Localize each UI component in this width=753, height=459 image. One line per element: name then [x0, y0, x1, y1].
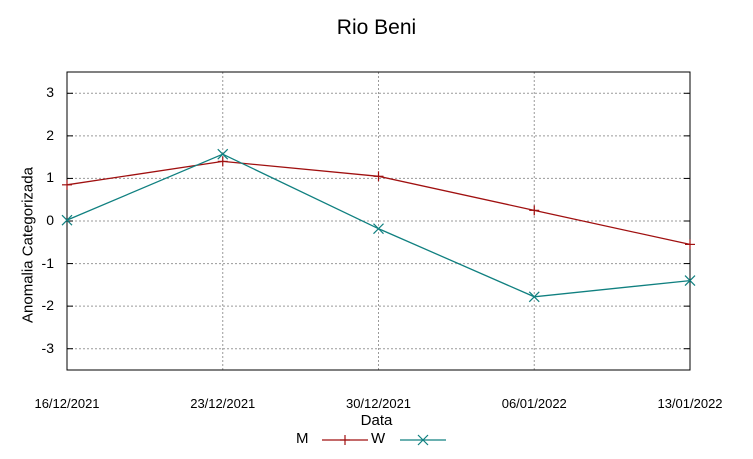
data-point-W — [684, 275, 696, 287]
y-tick-label: -3 — [41, 339, 54, 356]
data-point-M — [685, 239, 695, 250]
data-point-W — [528, 291, 540, 303]
x-tick-label: 23/12/2021 — [190, 396, 256, 411]
x-axis-label: Data — [360, 412, 393, 429]
chart-title: Rio Beni — [336, 16, 417, 39]
y-tick-label: 1 — [46, 169, 54, 186]
y-tick-label: 0 — [46, 212, 54, 228]
legend-label-M: M — [296, 430, 309, 447]
data-point-M — [529, 205, 540, 216]
y-tick-label: -1 — [41, 254, 54, 271]
data-point-W — [373, 223, 384, 235]
y-tick-label: 2 — [46, 126, 54, 143]
data-point-M — [62, 179, 72, 190]
legend-marker-M — [340, 435, 350, 445]
data-point-W — [217, 148, 229, 160]
x-tick-label: 30/12/2021 — [345, 396, 412, 411]
x-tick-label: 06/01/2022 — [501, 396, 567, 411]
grid-lines — [66, 72, 691, 370]
series-layer — [61, 148, 696, 303]
legend-marker-W — [417, 434, 429, 446]
data-point-M — [217, 156, 228, 167]
data-point-M — [373, 171, 384, 182]
legend-label-W: W — [371, 430, 386, 447]
x-tick-label: 13/01/2022 — [657, 396, 723, 411]
data-point-W — [61, 214, 73, 226]
y-tick-label: 3 — [46, 84, 54, 101]
y-tick-label: -2 — [41, 297, 54, 314]
plot-frame — [66, 71, 691, 371]
x-tick-label: 16/12/2021 — [34, 396, 100, 411]
